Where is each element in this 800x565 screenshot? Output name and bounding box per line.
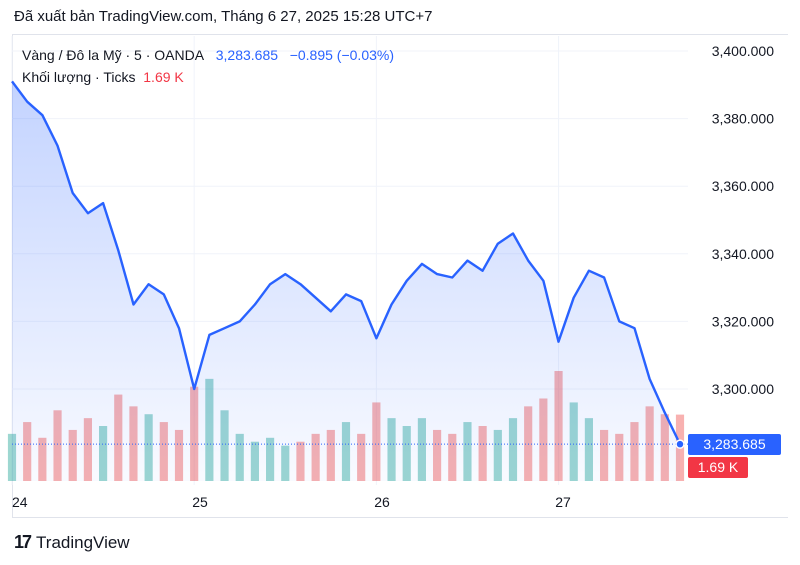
y-tick-label: 3,340.000	[712, 246, 774, 262]
y-tick-label: 3,360.000	[712, 178, 774, 194]
y-tick-label: 3,400.000	[712, 43, 774, 59]
price-change: −0.895 (−0.03%)	[289, 47, 394, 63]
price-area	[12, 81, 680, 482]
published-caption: Đã xuất bản TradingView.com, Tháng 6 27,…	[14, 8, 433, 25]
tradingview-logo-icon: 17	[14, 532, 32, 552]
tradingview-logo[interactable]: 17 TradingView	[14, 532, 130, 553]
symbol-name: Vàng / Đô la Mỹ · 5 · OANDA	[22, 47, 205, 63]
volume-label: Khối lượng · Ticks	[22, 69, 136, 85]
y-tick-label: 3,300.000	[712, 381, 774, 397]
last-price-dot	[675, 439, 685, 449]
volume-badge: 1.69 K	[688, 457, 748, 478]
x-tick-label: 27	[555, 494, 571, 510]
y-tick-label: 3,320.000	[712, 313, 774, 329]
x-tick-label: 24	[12, 494, 28, 510]
y-tick-label: 3,380.000	[712, 111, 774, 127]
brand-name: TradingView	[36, 532, 130, 552]
x-tick-label: 26	[374, 494, 390, 510]
volume-legend: Khối lượng · Ticks 1.69 K	[22, 69, 184, 85]
symbol-legend: Vàng / Đô la Mỹ · 5 · OANDA 3,283.685 −0…	[22, 47, 394, 63]
volume-value: 1.69 K	[143, 69, 184, 85]
price-line	[11, 80, 682, 445]
x-tick-label: 25	[192, 494, 208, 510]
last-price-badge: 3,283.685	[688, 434, 781, 455]
last-price: 3,283.685	[215, 47, 279, 63]
